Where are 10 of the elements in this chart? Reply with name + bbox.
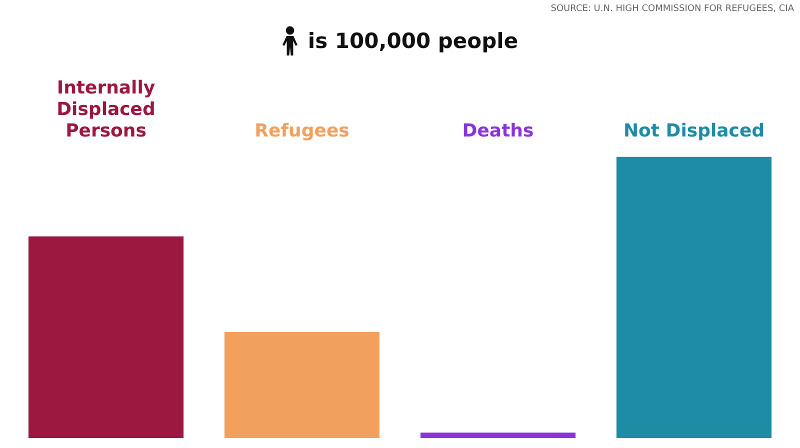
bar (420, 432, 576, 438)
x-tick-label: Internally Displaced Persons (56, 77, 156, 142)
text: is 100,000 people (308, 29, 518, 53)
x-tick-label: Deaths (462, 120, 534, 142)
x-tick-label: Not Displaced (623, 120, 765, 142)
bar (224, 332, 380, 438)
bar (616, 156, 772, 438)
x-tick-label: Refugees (254, 120, 350, 142)
source-note: SOURCE: U.N. HIGH COMMISSION FOR REFUGEES, CIA (550, 4, 794, 14)
bar (28, 236, 184, 438)
